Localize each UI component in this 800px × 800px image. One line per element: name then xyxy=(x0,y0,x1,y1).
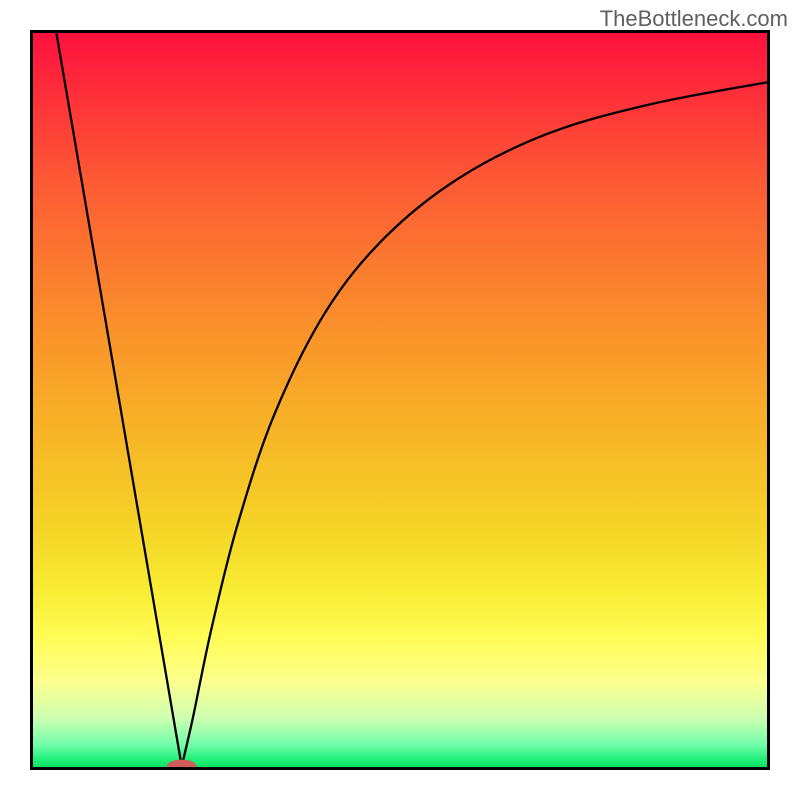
gradient-background xyxy=(30,30,770,770)
chart-svg xyxy=(30,30,770,770)
chart-container: TheBottleneck.com xyxy=(0,0,800,800)
watermark-text: TheBottleneck.com xyxy=(600,6,788,32)
chart-area xyxy=(30,30,770,770)
